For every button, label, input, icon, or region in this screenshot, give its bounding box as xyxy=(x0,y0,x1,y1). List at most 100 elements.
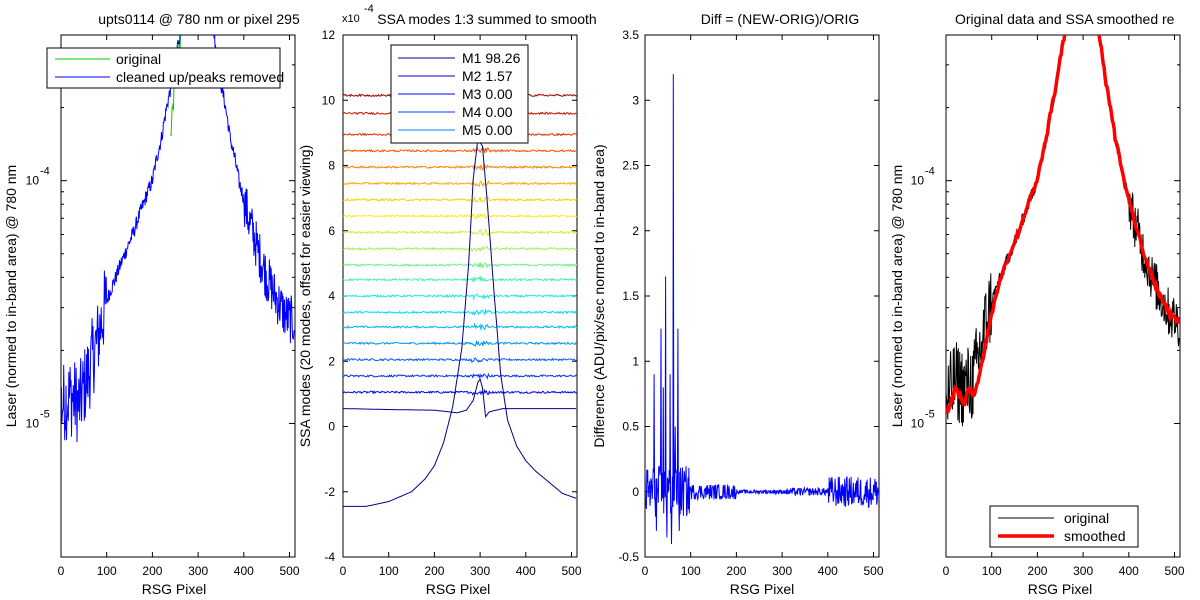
mode-line xyxy=(343,388,577,396)
legend-box xyxy=(989,505,1139,548)
y-tick-label: 3 xyxy=(632,93,639,107)
panel-2-title: SSA modes 1:3 summed to smooth xyxy=(377,11,596,27)
mode-line xyxy=(343,372,577,380)
x-tick-label: 500 xyxy=(280,564,300,578)
x-tick-label: 0 xyxy=(340,564,347,578)
legend-label: M4 0.00 xyxy=(462,104,513,120)
y-tick-mantissa: 10 xyxy=(911,174,925,188)
panel-laser-profile: upts0114 @ 780 nm or pixel 295 RSG Pixel… xyxy=(3,11,300,597)
mode-line xyxy=(343,274,577,283)
y-tick-exponent: -5 xyxy=(40,408,50,420)
y-tick-label: 0 xyxy=(632,485,639,499)
series-line-smoothed xyxy=(946,35,1180,415)
panel-4-ylabel: Laser (normed to in-band area) @ 780 nm xyxy=(889,165,905,427)
y-tick-label: 10 xyxy=(322,93,336,107)
y-tick-label: 12 xyxy=(322,28,336,42)
y-tick-label: 0.5 xyxy=(622,420,639,434)
panel-3-xlabel: RSG Pixel xyxy=(730,581,795,597)
x-tick-label: 0 xyxy=(943,564,950,578)
mode-line xyxy=(343,245,577,253)
x-tick-label: 300 xyxy=(470,564,490,578)
panel-ssa-modes: SSA modes 1:3 summed to smooth x10 -4 RS… xyxy=(297,3,597,597)
mode-line xyxy=(343,262,577,269)
y-tick-label: 4 xyxy=(328,289,335,303)
panel-2-ylabel: SSA modes (20 modes, offset for easier v… xyxy=(297,145,313,447)
legend-label: M5 0.00 xyxy=(462,122,513,138)
x-tick-label: 400 xyxy=(818,564,838,578)
legend-box xyxy=(46,47,281,89)
diff-series-line xyxy=(645,74,879,545)
x-tick-label: 500 xyxy=(864,564,884,578)
legend-label: cleaned up/peaks removed xyxy=(116,69,284,85)
y-tick-exponent: -4 xyxy=(925,166,935,178)
y-tick-label: 2 xyxy=(632,224,639,238)
mode-line xyxy=(343,163,577,172)
x-tick-label: 400 xyxy=(234,564,254,578)
mode-line xyxy=(343,146,577,154)
panel-difference: Diff = (NEW-ORIG)/ORIG RSG Pixel Differe… xyxy=(591,11,884,597)
legend-label: M3 0.00 xyxy=(462,86,513,102)
legend: M1 98.26 M2 1.57 M3 0.00 M4 0.00 M5 0.00 xyxy=(390,44,529,144)
mode-line xyxy=(343,228,577,237)
panel-1-ylabel: Laser (normed to in-band area) @ 780 nm xyxy=(3,165,19,427)
y-tick-mantissa: 10 xyxy=(911,416,925,430)
legend-label: original xyxy=(1064,510,1109,526)
mode-line xyxy=(343,212,577,220)
x-tick-label: 200 xyxy=(142,564,162,578)
y-tick-label: 0 xyxy=(328,420,335,434)
ssa-series-line xyxy=(343,378,577,418)
mode-line xyxy=(343,308,577,316)
x-tick-label: 0 xyxy=(642,564,649,578)
legend: original cleaned up/peaks removed xyxy=(46,47,284,89)
x-tick-label: 100 xyxy=(681,564,701,578)
series-line-cleaned xyxy=(61,35,295,443)
y-tick-exponent: -5 xyxy=(925,408,935,420)
x-tick-label: 500 xyxy=(1165,564,1185,578)
legend-label: smoothed xyxy=(1064,528,1125,544)
x-tick-label: 200 xyxy=(1027,564,1047,578)
y-tick-label: -0.5 xyxy=(618,550,639,564)
x-tick-label: 100 xyxy=(982,564,1002,578)
ssa-series-line xyxy=(343,138,577,507)
panel-2-xlabel: RSG Pixel xyxy=(426,581,491,597)
axes-frame xyxy=(945,34,1181,558)
legend-label: original xyxy=(116,51,161,67)
x-tick-label: 200 xyxy=(424,564,444,578)
x-tick-label: 300 xyxy=(188,564,208,578)
x-tick-label: 0 xyxy=(58,564,65,578)
y-tick-exponent: -4 xyxy=(40,166,50,178)
y-tick-label: -4 xyxy=(324,550,335,564)
y-tick-label: 6 xyxy=(328,224,335,238)
panel-4-xlabel: RSG Pixel xyxy=(1028,581,1093,597)
legend-label: M2 1.57 xyxy=(462,68,513,84)
panel-3-ylabel: Difference (ADU/pix/sec normed to in-ban… xyxy=(591,144,607,447)
mode-line xyxy=(343,195,577,204)
y-tick-label: 2 xyxy=(328,354,335,368)
panel-1-title: upts0114 @ 780 nm or pixel 295 xyxy=(98,11,300,27)
mode-line xyxy=(343,179,577,188)
x-tick-label: 400 xyxy=(516,564,536,578)
panel-2-scale-multiplier: x10 xyxy=(342,13,360,25)
y-tick-label: 1 xyxy=(632,354,639,368)
x-tick-label: 100 xyxy=(379,564,399,578)
x-tick-label: 200 xyxy=(726,564,746,578)
panel-4-title: Original data and SSA smoothed re xyxy=(955,11,1175,27)
x-tick-label: 300 xyxy=(1073,564,1093,578)
axes-frame xyxy=(60,34,296,558)
y-tick-mantissa: 10 xyxy=(26,416,40,430)
y-tick-label: 1.5 xyxy=(622,289,639,303)
panel-1-xlabel: RSG Pixel xyxy=(142,581,207,597)
y-tick-label: 8 xyxy=(328,159,335,173)
legend-label: M1 98.26 xyxy=(462,50,521,66)
panel-2-scale-exponent: -4 xyxy=(364,3,374,15)
mode-line xyxy=(343,293,577,301)
y-tick-label: -2 xyxy=(324,485,335,499)
y-tick-label: 3.5 xyxy=(622,28,639,42)
x-tick-label: 300 xyxy=(772,564,792,578)
x-tick-label: 400 xyxy=(1119,564,1139,578)
panel-smoothed-comparison: Original data and SSA smoothed re RSG Pi… xyxy=(889,11,1185,597)
legend: original smoothed xyxy=(989,505,1139,548)
y-tick-label: 2.5 xyxy=(622,159,639,173)
mode-line xyxy=(343,322,577,331)
